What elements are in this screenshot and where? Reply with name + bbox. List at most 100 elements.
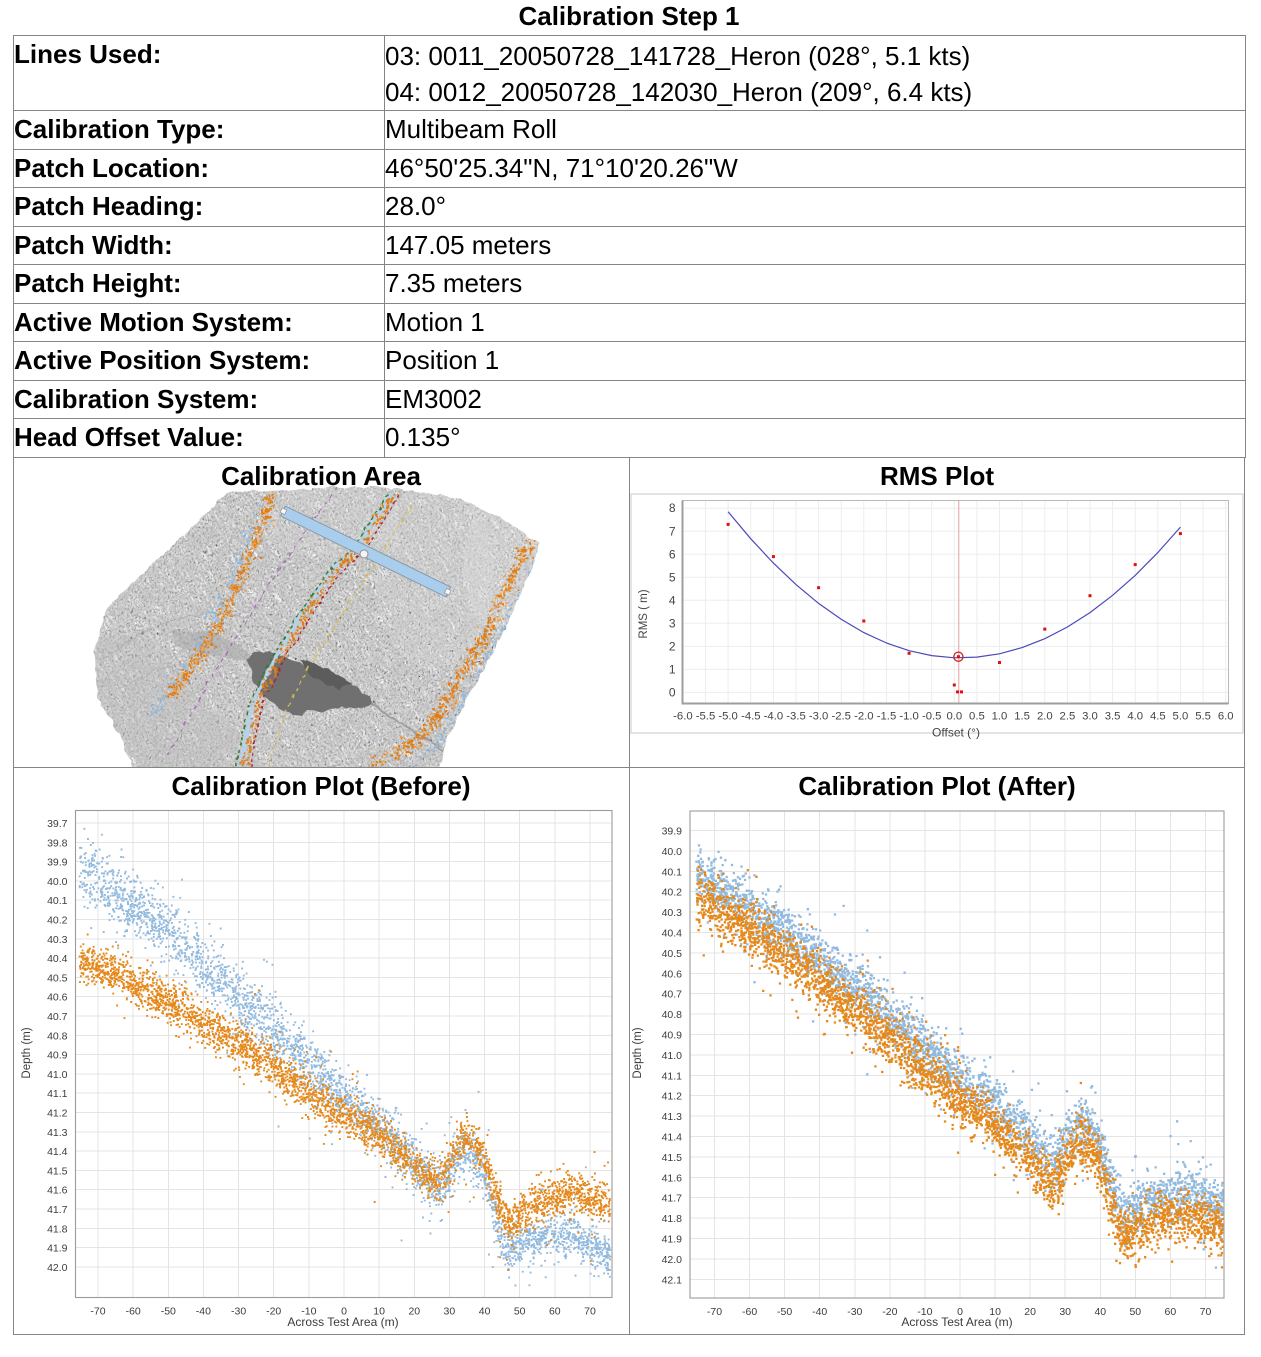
svg-text:-30: -30 xyxy=(231,1306,246,1318)
svg-text:40.0: 40.0 xyxy=(47,876,68,888)
svg-text:10: 10 xyxy=(989,1306,1001,1318)
svg-text:70: 70 xyxy=(1200,1306,1212,1318)
svg-text:41.9: 41.9 xyxy=(47,1243,68,1255)
svg-text:40.0: 40.0 xyxy=(662,846,683,858)
svg-text:-20: -20 xyxy=(266,1306,281,1318)
svg-text:39.9: 39.9 xyxy=(662,826,683,838)
svg-text:-40: -40 xyxy=(196,1306,211,1318)
svg-text:-3.5: -3.5 xyxy=(786,711,805,723)
svg-text:41.8: 41.8 xyxy=(662,1213,683,1225)
svg-text:40.5: 40.5 xyxy=(662,948,683,960)
svg-text:40.6: 40.6 xyxy=(662,968,683,980)
svg-text:-60: -60 xyxy=(742,1306,757,1318)
svg-text:39.7: 39.7 xyxy=(47,818,68,830)
svg-text:-70: -70 xyxy=(90,1306,105,1318)
svg-text:-3.0: -3.0 xyxy=(809,711,828,723)
svg-text:6.0: 6.0 xyxy=(1218,711,1234,723)
svg-text:39.9: 39.9 xyxy=(47,857,68,869)
svg-text:40.3: 40.3 xyxy=(47,934,68,946)
svg-text:41.6: 41.6 xyxy=(47,1185,68,1197)
svg-text:40: 40 xyxy=(1094,1306,1106,1318)
svg-text:41.0: 41.0 xyxy=(47,1069,68,1081)
svg-text:40.9: 40.9 xyxy=(47,1050,68,1062)
svg-text:4.5: 4.5 xyxy=(1150,711,1166,723)
svg-text:0.0: 0.0 xyxy=(946,711,962,723)
svg-text:41.6: 41.6 xyxy=(662,1172,683,1184)
svg-text:4: 4 xyxy=(669,593,676,607)
svg-text:70: 70 xyxy=(584,1306,596,1318)
svg-text:Offset (°): Offset (°) xyxy=(932,726,980,740)
svg-text:40.5: 40.5 xyxy=(47,972,68,984)
svg-text:-20: -20 xyxy=(882,1306,897,1318)
svg-text:41.1: 41.1 xyxy=(47,1088,68,1100)
svg-text:40.2: 40.2 xyxy=(47,915,68,927)
svg-text:30: 30 xyxy=(1059,1306,1071,1318)
svg-text:41.5: 41.5 xyxy=(47,1165,68,1177)
svg-text:10: 10 xyxy=(373,1306,385,1318)
svg-text:41.5: 41.5 xyxy=(662,1152,683,1164)
svg-text:41.4: 41.4 xyxy=(47,1146,68,1158)
svg-text:40.6: 40.6 xyxy=(47,992,68,1004)
svg-text:Across Test Area (m): Across Test Area (m) xyxy=(287,1315,398,1329)
svg-text:41.8: 41.8 xyxy=(47,1223,68,1235)
svg-text:50: 50 xyxy=(514,1306,526,1318)
svg-text:5.5: 5.5 xyxy=(1195,711,1211,723)
svg-text:40.3: 40.3 xyxy=(662,907,683,919)
svg-text:0: 0 xyxy=(957,1306,963,1318)
svg-text:40.2: 40.2 xyxy=(662,887,683,899)
svg-text:RMS ( m): RMS ( m) xyxy=(638,589,650,638)
svg-text:-4.5: -4.5 xyxy=(741,711,760,723)
svg-text:-70: -70 xyxy=(707,1306,722,1318)
svg-text:41.7: 41.7 xyxy=(662,1193,683,1205)
svg-text:-4.0: -4.0 xyxy=(764,711,783,723)
svg-text:30: 30 xyxy=(444,1306,456,1318)
svg-text:60: 60 xyxy=(549,1306,561,1318)
svg-text:40.4: 40.4 xyxy=(47,953,68,965)
svg-text:40.1: 40.1 xyxy=(47,895,68,907)
svg-text:40.1: 40.1 xyxy=(662,866,683,878)
svg-text:0.5: 0.5 xyxy=(969,711,985,723)
svg-text:20: 20 xyxy=(408,1306,420,1318)
svg-text:-60: -60 xyxy=(126,1306,141,1318)
svg-text:2: 2 xyxy=(669,639,676,653)
svg-text:-30: -30 xyxy=(847,1306,862,1318)
svg-text:5: 5 xyxy=(669,570,676,584)
svg-text:40.7: 40.7 xyxy=(47,1011,68,1023)
svg-text:39.8: 39.8 xyxy=(47,837,68,849)
svg-text:-1.5: -1.5 xyxy=(877,711,896,723)
svg-text:-50: -50 xyxy=(161,1306,176,1318)
svg-text:0: 0 xyxy=(669,685,676,699)
svg-text:1.5: 1.5 xyxy=(1014,711,1030,723)
svg-text:40.8: 40.8 xyxy=(662,1009,683,1021)
svg-text:-5.0: -5.0 xyxy=(718,711,737,723)
svg-text:41.2: 41.2 xyxy=(662,1091,683,1103)
svg-text:50: 50 xyxy=(1129,1306,1141,1318)
svg-text:40.8: 40.8 xyxy=(47,1030,68,1042)
svg-text:41.0: 41.0 xyxy=(662,1050,683,1062)
svg-text:Depth (m): Depth (m) xyxy=(21,1027,33,1078)
svg-text:41.4: 41.4 xyxy=(662,1132,683,1144)
svg-text:40.9: 40.9 xyxy=(662,1030,683,1042)
svg-text:-0.5: -0.5 xyxy=(922,711,941,723)
svg-text:-50: -50 xyxy=(777,1306,792,1318)
svg-text:6: 6 xyxy=(669,547,676,561)
svg-text:20: 20 xyxy=(1024,1306,1036,1318)
svg-text:41.9: 41.9 xyxy=(662,1234,683,1246)
svg-text:42.0: 42.0 xyxy=(47,1262,68,1274)
svg-text:0: 0 xyxy=(341,1306,347,1318)
svg-text:7: 7 xyxy=(669,524,676,538)
svg-text:1: 1 xyxy=(669,662,676,676)
svg-text:60: 60 xyxy=(1165,1306,1177,1318)
svg-text:42.0: 42.0 xyxy=(662,1254,683,1266)
svg-text:40.7: 40.7 xyxy=(662,989,683,1001)
svg-text:-10: -10 xyxy=(917,1306,932,1318)
svg-text:-40: -40 xyxy=(812,1306,827,1318)
svg-text:41.3: 41.3 xyxy=(47,1127,68,1139)
svg-text:3.5: 3.5 xyxy=(1105,711,1121,723)
svg-text:-6.0: -6.0 xyxy=(673,711,692,723)
svg-text:-10: -10 xyxy=(301,1306,316,1318)
svg-text:1.0: 1.0 xyxy=(992,711,1008,723)
svg-text:-2.5: -2.5 xyxy=(831,711,850,723)
svg-text:3.0: 3.0 xyxy=(1082,711,1098,723)
svg-text:2.0: 2.0 xyxy=(1037,711,1053,723)
